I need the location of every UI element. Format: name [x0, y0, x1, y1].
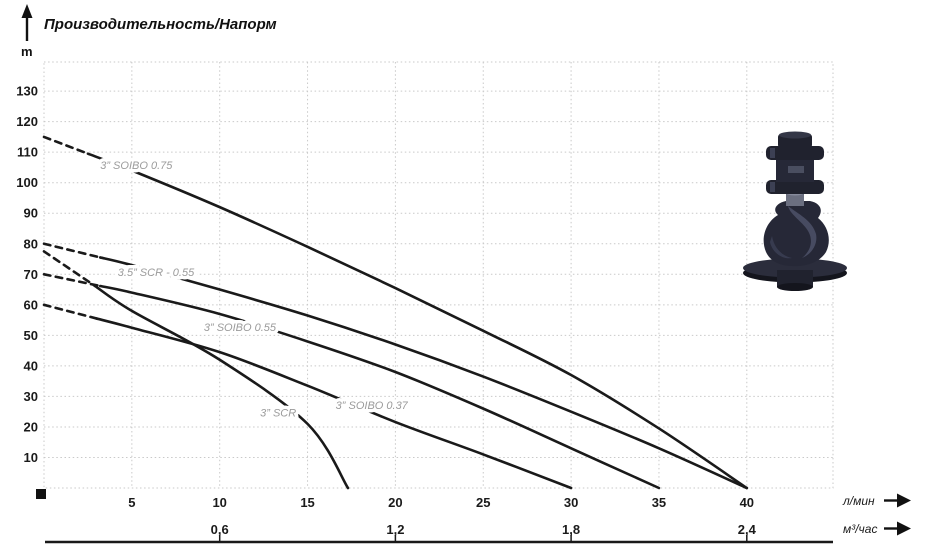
curve-labels: 3” SOIBO 0.753” SOIBO 0.753.5” SCR - 0.5…: [97, 156, 412, 422]
svg-text:80: 80: [24, 236, 38, 251]
axis-tick-labels: 10 20 30 40 50 60 70 80 90 100 110 120 130 5 10 15 20 25 3…: [16, 84, 756, 537]
svg-text:2,4: 2,4: [738, 522, 757, 537]
grid: [43, 61, 834, 489]
svg-text:3.5” SCR - 0.55: 3.5” SCR - 0.55: [118, 267, 195, 279]
svg-text:3” SOIBO 0.37: 3” SOIBO 0.37: [336, 400, 409, 412]
origin-marker: [36, 489, 46, 499]
svg-text:1,2: 1,2: [386, 522, 404, 537]
x-unit-m3h-label: м³/час: [843, 522, 877, 536]
svg-text:3” SCR: 3” SCR: [260, 407, 296, 419]
svg-text:40: 40: [740, 495, 754, 510]
svg-text:90: 90: [24, 206, 38, 221]
svg-text:120: 120: [16, 114, 38, 129]
chart-title: Производительность/Напорм: [44, 16, 277, 33]
svg-text:130: 130: [16, 84, 38, 99]
svg-text:70: 70: [24, 267, 38, 282]
svg-text:3” SOIBO 0.55: 3” SOIBO 0.55: [204, 322, 277, 334]
svg-text:35: 35: [652, 495, 666, 510]
svg-text:3” SOIBO 0.55: 3” SOIBO 0.55: [204, 322, 277, 334]
svg-text:3.5” SCR - 0.55: 3.5” SCR - 0.55: [118, 267, 195, 279]
pump-image: [743, 131, 847, 291]
y-axis-arrow-icon: [21, 4, 33, 41]
svg-text:0,6: 0,6: [211, 522, 229, 537]
y-unit-label: m: [21, 44, 33, 59]
svg-text:25: 25: [476, 495, 490, 510]
svg-text:30: 30: [564, 495, 578, 510]
bottom-scale-bar: [45, 534, 833, 544]
svg-text:110: 110: [17, 145, 38, 160]
svg-text:100: 100: [16, 175, 38, 190]
svg-text:60: 60: [24, 297, 38, 312]
svg-text:40: 40: [24, 358, 38, 373]
svg-text:50: 50: [24, 328, 38, 343]
svg-text:20: 20: [388, 495, 402, 510]
svg-text:3” SOIBO 0.75: 3” SOIBO 0.75: [100, 160, 173, 172]
svg-text:1,8: 1,8: [562, 522, 580, 537]
svg-text:5: 5: [128, 495, 135, 510]
svg-text:10: 10: [212, 495, 226, 510]
svg-text:3” SCR: 3” SCR: [260, 407, 296, 419]
svg-text:30: 30: [24, 389, 38, 404]
svg-text:3” SOIBO 0.75: 3” SOIBO 0.75: [100, 160, 173, 172]
performance-curves: [42, 135, 749, 490]
x-unit-lmin-label: л/мин: [842, 494, 875, 508]
svg-text:10: 10: [24, 450, 38, 465]
right-arrow-icon: [884, 493, 911, 508]
svg-text:3” SOIBO 0.37: 3” SOIBO 0.37: [336, 400, 409, 412]
right-arrow-icon: [884, 521, 911, 536]
svg-text:15: 15: [300, 495, 314, 510]
svg-text:20: 20: [24, 419, 38, 434]
